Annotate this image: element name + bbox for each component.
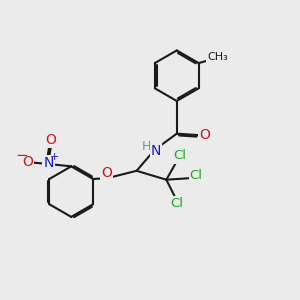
Text: +: + (50, 152, 59, 162)
Text: −: − (15, 148, 28, 164)
Text: O: O (199, 128, 210, 142)
Text: H: H (141, 140, 151, 153)
Text: O: O (22, 155, 33, 170)
Text: N: N (151, 144, 161, 158)
Text: O: O (46, 133, 56, 147)
Text: N: N (44, 156, 54, 170)
Text: O: O (101, 166, 112, 180)
Text: Cl: Cl (190, 169, 202, 182)
Text: Cl: Cl (170, 197, 183, 210)
Text: Cl: Cl (173, 149, 186, 162)
Text: CH₃: CH₃ (207, 52, 228, 62)
